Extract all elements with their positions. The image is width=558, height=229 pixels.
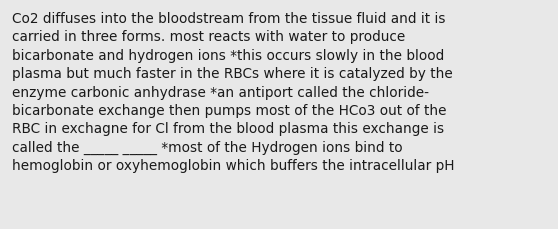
Text: Co2 diffuses into the bloodstream from the tissue fluid and it is
carried in thr: Co2 diffuses into the bloodstream from t…	[12, 12, 455, 173]
